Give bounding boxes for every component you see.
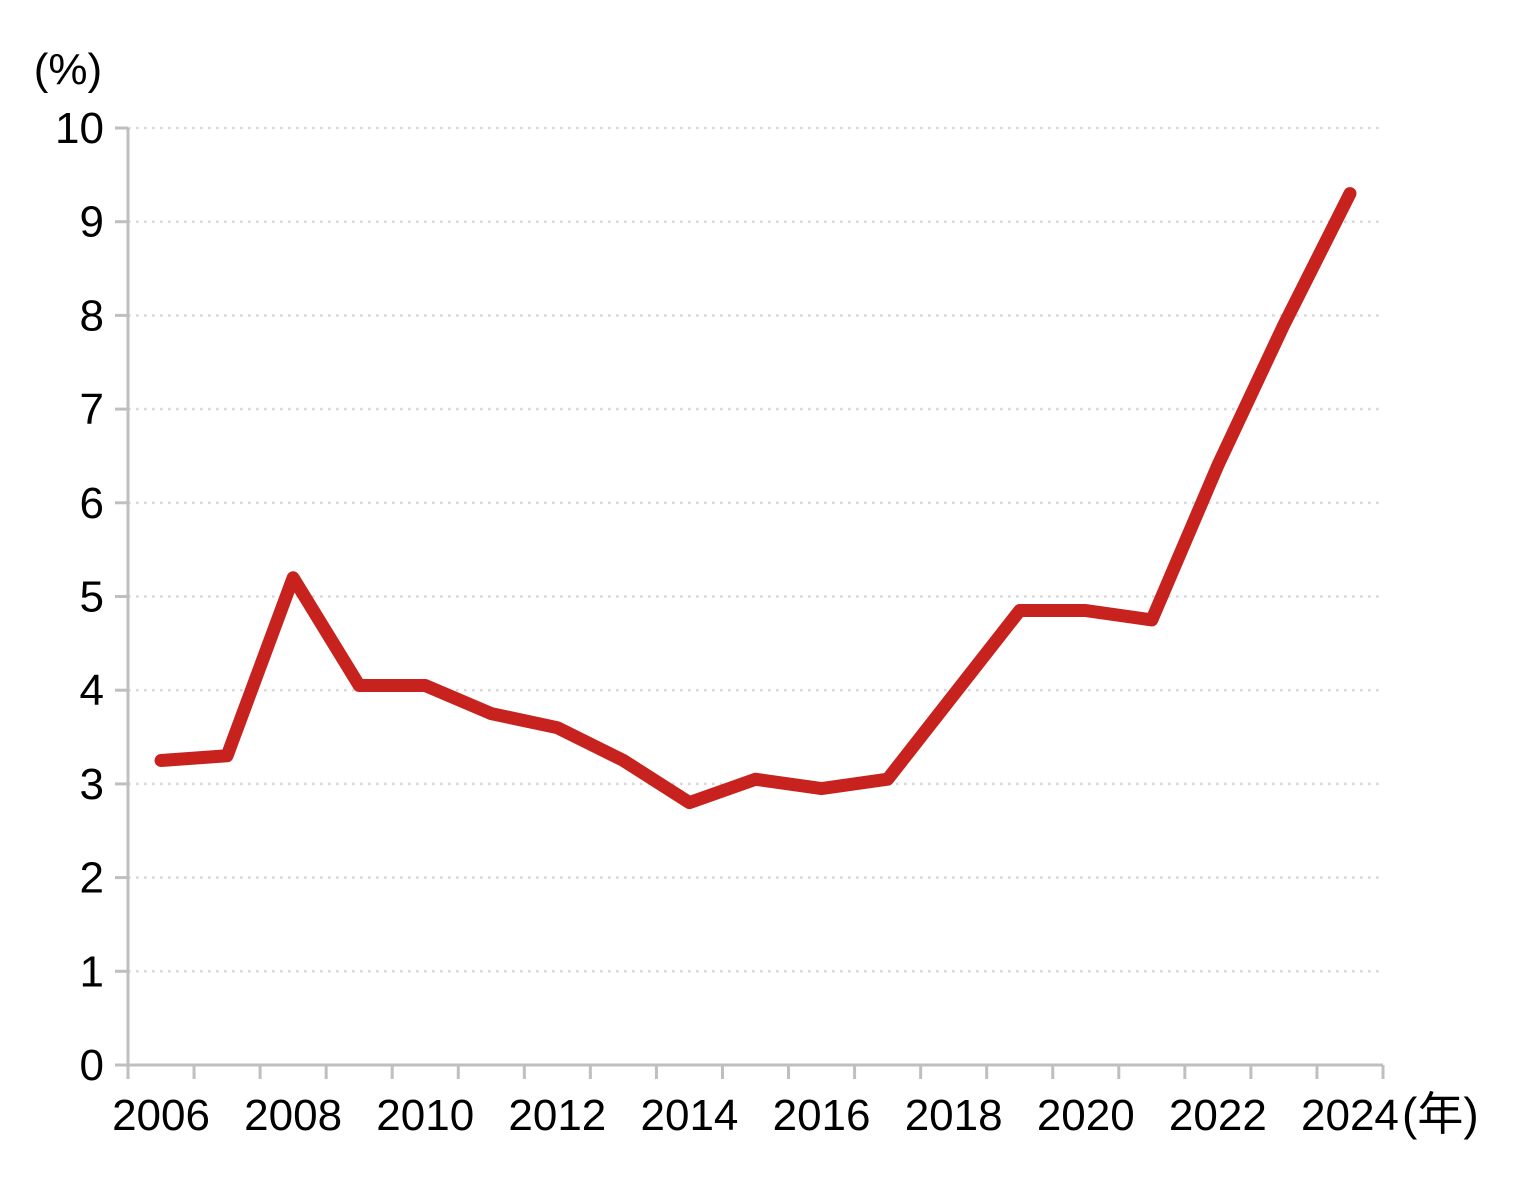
x-tick-label: 2012: [508, 1091, 606, 1140]
y-tick-label: 0: [80, 1041, 104, 1090]
y-tick-label: 4: [80, 666, 104, 715]
x-tick-label: 2018: [905, 1091, 1003, 1140]
y-axis-tick-marks: [115, 126, 128, 1067]
y-tick-label: 3: [80, 760, 104, 809]
y-tick-label: 7: [80, 385, 104, 434]
y-tick-label: 8: [80, 291, 104, 340]
y-axis-tick-labels: 0 1 2 3 4 5 6 7 8 9 10: [55, 104, 104, 1090]
x-tick-label: 2022: [1169, 1091, 1267, 1140]
y-axis-unit-label: (%): [34, 45, 102, 94]
y-tick-label: 5: [80, 573, 104, 622]
x-tick-label: 2014: [641, 1091, 739, 1140]
x-axis-tick-marks: [126, 1065, 1385, 1079]
y-tick-label: 6: [80, 479, 104, 528]
gridlines: [128, 126, 1383, 973]
y-tick-label: 10: [55, 104, 104, 153]
x-tick-label: 2016: [773, 1091, 871, 1140]
x-tick-label: 2010: [376, 1091, 474, 1140]
x-axis-tick-labels: 2006 2008 2010 2012 2014 2016 2018 2020 2022 2024: [112, 1091, 1399, 1140]
x-tick-label: 2024: [1301, 1091, 1399, 1140]
x-tick-label: 2020: [1037, 1091, 1135, 1140]
x-tick-label: 2006: [112, 1091, 210, 1140]
y-tick-label: 9: [80, 198, 104, 247]
x-axis-unit-label: (年): [1402, 1088, 1479, 1140]
x-tick-label: 2008: [244, 1091, 342, 1140]
y-tick-label: 2: [80, 854, 104, 903]
data-series-line: [154, 187, 1357, 810]
y-tick-label: 1: [80, 947, 104, 996]
